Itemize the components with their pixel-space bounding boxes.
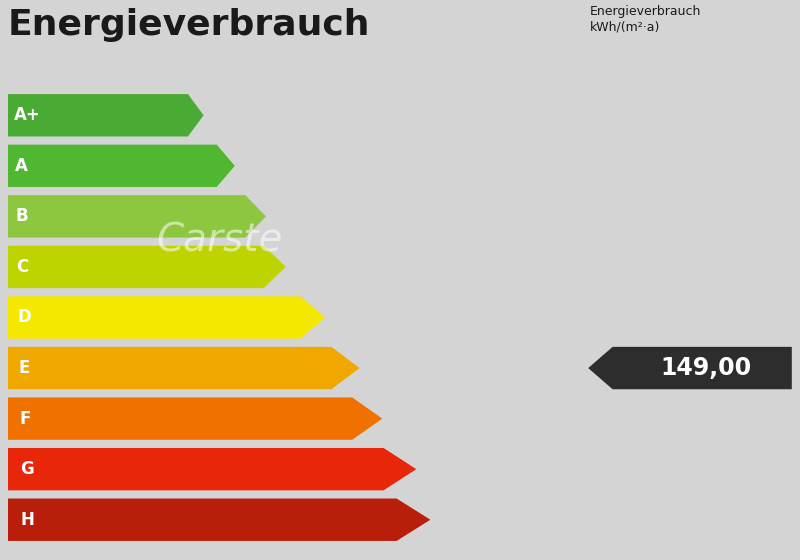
Polygon shape xyxy=(8,246,286,288)
Text: E: E xyxy=(18,359,30,377)
Polygon shape xyxy=(8,144,235,187)
Text: A+: A+ xyxy=(14,106,41,124)
Polygon shape xyxy=(588,347,792,389)
Text: G: G xyxy=(20,460,34,478)
Polygon shape xyxy=(8,398,382,440)
Text: Carste: Carste xyxy=(157,221,283,259)
Polygon shape xyxy=(8,195,266,237)
Text: 149,00: 149,00 xyxy=(661,356,752,380)
Polygon shape xyxy=(8,347,359,389)
Polygon shape xyxy=(8,498,430,541)
Polygon shape xyxy=(8,448,416,491)
Polygon shape xyxy=(8,296,326,339)
Text: H: H xyxy=(21,511,34,529)
Text: D: D xyxy=(18,309,31,326)
Polygon shape xyxy=(8,94,204,137)
Text: Energieverbrauch: Energieverbrauch xyxy=(8,8,370,42)
Text: C: C xyxy=(16,258,29,276)
Text: B: B xyxy=(16,207,28,225)
Text: Energieverbrauch
kWh/(m²·a): Energieverbrauch kWh/(m²·a) xyxy=(590,5,702,33)
Text: A: A xyxy=(15,157,28,175)
Text: F: F xyxy=(19,409,30,428)
